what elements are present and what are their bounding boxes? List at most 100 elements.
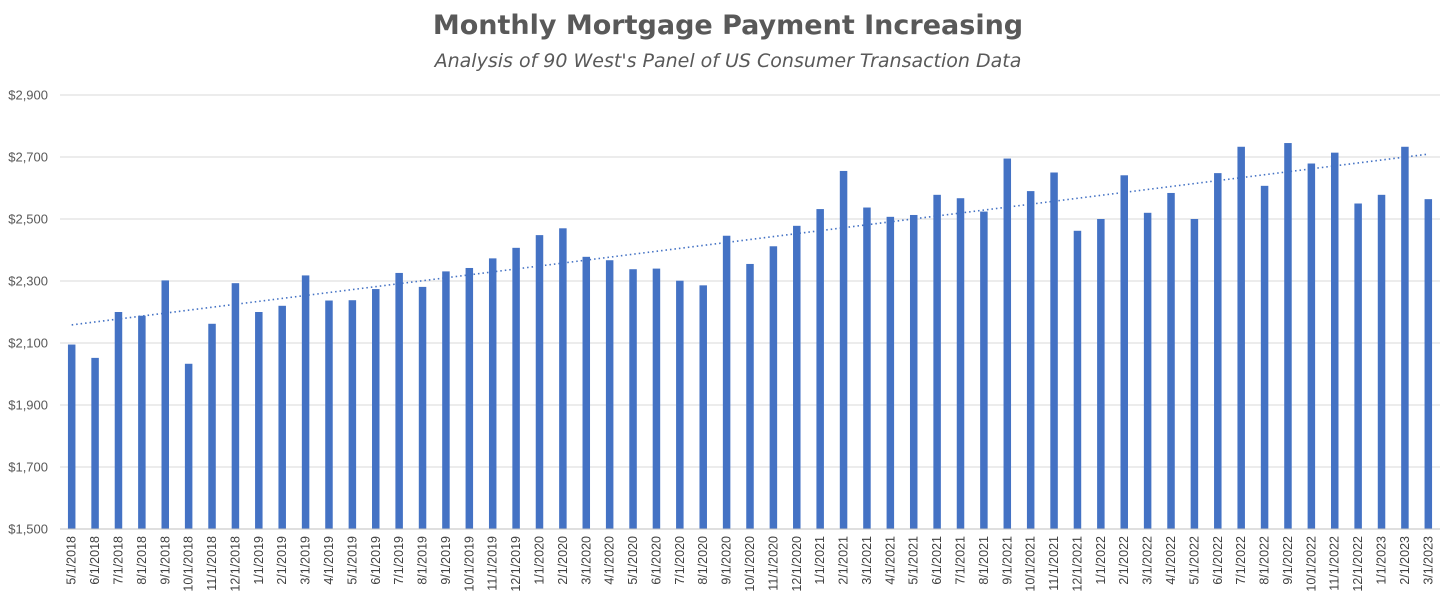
x-tick-label: 12/1/2021 bbox=[1070, 536, 1084, 592]
bar bbox=[1073, 230, 1082, 529]
x-tick-label: 7/1/2018 bbox=[111, 536, 125, 585]
x-tick-label: 4/1/2019 bbox=[322, 536, 336, 585]
x-tick-label: 12/1/2020 bbox=[790, 536, 804, 592]
x-tick-label: 3/1/2022 bbox=[1141, 536, 1155, 585]
bar bbox=[114, 312, 123, 529]
bar bbox=[1143, 212, 1152, 530]
bar bbox=[863, 207, 871, 529]
bar bbox=[1097, 219, 1105, 529]
bar bbox=[442, 271, 450, 529]
bar bbox=[605, 260, 614, 529]
bar bbox=[582, 256, 591, 529]
bar bbox=[933, 194, 941, 529]
bar bbox=[1237, 146, 1245, 529]
x-tick-label: 11/1/2018 bbox=[205, 536, 219, 591]
x-tick-label: 8/1/2021 bbox=[977, 536, 991, 585]
x-tick-label: 6/1/2022 bbox=[1211, 536, 1225, 585]
bar bbox=[208, 323, 216, 529]
x-tick-label: 3/1/2021 bbox=[860, 536, 874, 585]
x-tick-label: 8/1/2022 bbox=[1258, 536, 1272, 585]
bar bbox=[1284, 143, 1292, 530]
x-tick-label: 9/1/2018 bbox=[158, 536, 172, 585]
bar bbox=[255, 312, 263, 529]
x-tick-label: 8/1/2019 bbox=[416, 536, 430, 585]
x-tick-label: 10/1/2018 bbox=[182, 536, 196, 592]
bar bbox=[1167, 192, 1175, 529]
bar bbox=[301, 275, 310, 529]
x-tick-label: 5/1/2019 bbox=[345, 536, 359, 585]
x-tick-label: 11/1/2022 bbox=[1328, 536, 1342, 591]
bar bbox=[1050, 172, 1058, 529]
y-axis-labels: $1,500 $1,700 $1,900 $2,100 $2,300 $2,500 $2,7… bbox=[8, 88, 48, 537]
y-tick-label: $1,900 bbox=[8, 398, 48, 413]
bar bbox=[1307, 163, 1316, 529]
bar bbox=[956, 198, 965, 530]
x-tick-label: 6/1/2020 bbox=[649, 536, 663, 585]
bar bbox=[1424, 199, 1433, 529]
x-tick-label: 6/1/2021 bbox=[930, 536, 944, 585]
bar bbox=[184, 363, 193, 529]
x-tick-label: 6/1/2018 bbox=[88, 536, 102, 585]
bar bbox=[1377, 194, 1386, 529]
chart-title: Monthly Mortgage Payment Increasing bbox=[432, 10, 1024, 41]
x-tick-label: 11/1/2021 bbox=[1047, 536, 1061, 591]
x-tick-label: 3/1/2020 bbox=[579, 536, 593, 585]
x-tick-label: 1/1/2020 bbox=[532, 536, 546, 585]
x-tick-label: 12/1/2018 bbox=[228, 536, 242, 592]
x-tick-label: 4/1/2021 bbox=[883, 536, 897, 585]
y-tick-label: $1,700 bbox=[8, 460, 48, 475]
bar bbox=[722, 235, 731, 530]
y-tick-label: $2,900 bbox=[8, 88, 48, 103]
bar bbox=[886, 216, 895, 529]
x-tick-label: 10/1/2022 bbox=[1304, 536, 1318, 592]
x-tick-label: 10/1/2020 bbox=[743, 536, 757, 592]
x-tick-label: 4/1/2020 bbox=[603, 536, 617, 585]
x-tick-label: 3/1/2019 bbox=[299, 536, 313, 585]
bar bbox=[1120, 175, 1128, 530]
y-tick-label: $2,700 bbox=[8, 150, 48, 165]
bar bbox=[1354, 203, 1362, 529]
y-tick-label: $2,300 bbox=[8, 274, 48, 289]
bar bbox=[465, 267, 474, 529]
bar bbox=[488, 258, 497, 529]
bar bbox=[1214, 173, 1222, 529]
bar bbox=[278, 305, 286, 529]
bar bbox=[535, 235, 544, 529]
y-tick-label: $2,100 bbox=[8, 336, 48, 351]
x-tick-label: 8/1/2020 bbox=[696, 536, 710, 585]
x-tick-label: 11/1/2020 bbox=[766, 536, 780, 591]
x-tick-label: 1/1/2023 bbox=[1375, 536, 1389, 585]
bar bbox=[512, 247, 520, 529]
bar bbox=[1026, 191, 1035, 529]
x-tick-label: 5/1/2021 bbox=[907, 536, 921, 585]
x-tick-label: 7/1/2019 bbox=[392, 536, 406, 585]
bar bbox=[161, 280, 170, 529]
bar bbox=[372, 289, 380, 529]
bar bbox=[816, 209, 824, 529]
x-tick-label: 2/1/2021 bbox=[837, 536, 851, 585]
bar bbox=[67, 344, 76, 529]
bar bbox=[769, 246, 778, 529]
bar bbox=[559, 228, 567, 530]
bar bbox=[1260, 185, 1269, 529]
bars bbox=[67, 143, 1433, 530]
x-tick-label: 9/1/2019 bbox=[439, 536, 453, 585]
bar bbox=[793, 225, 801, 529]
x-tick-label: 6/1/2019 bbox=[369, 536, 383, 585]
x-tick-label: 5/1/2022 bbox=[1187, 536, 1201, 585]
x-tick-label: 2/1/2020 bbox=[556, 536, 570, 585]
x-tick-label: 5/1/2020 bbox=[626, 536, 640, 585]
bar bbox=[629, 269, 637, 529]
x-tick-label: 12/1/2022 bbox=[1351, 536, 1365, 592]
bar bbox=[699, 285, 707, 529]
x-tick-label: 7/1/2021 bbox=[954, 536, 968, 585]
x-tick-label: 8/1/2018 bbox=[135, 536, 149, 585]
bar bbox=[325, 300, 333, 529]
x-tick-label: 1/1/2021 bbox=[813, 536, 827, 585]
x-tick-label: 11/1/2019 bbox=[486, 536, 500, 591]
trendline-group bbox=[71, 153, 1429, 326]
bar bbox=[746, 263, 754, 529]
bar bbox=[909, 214, 918, 529]
bar bbox=[652, 268, 661, 529]
